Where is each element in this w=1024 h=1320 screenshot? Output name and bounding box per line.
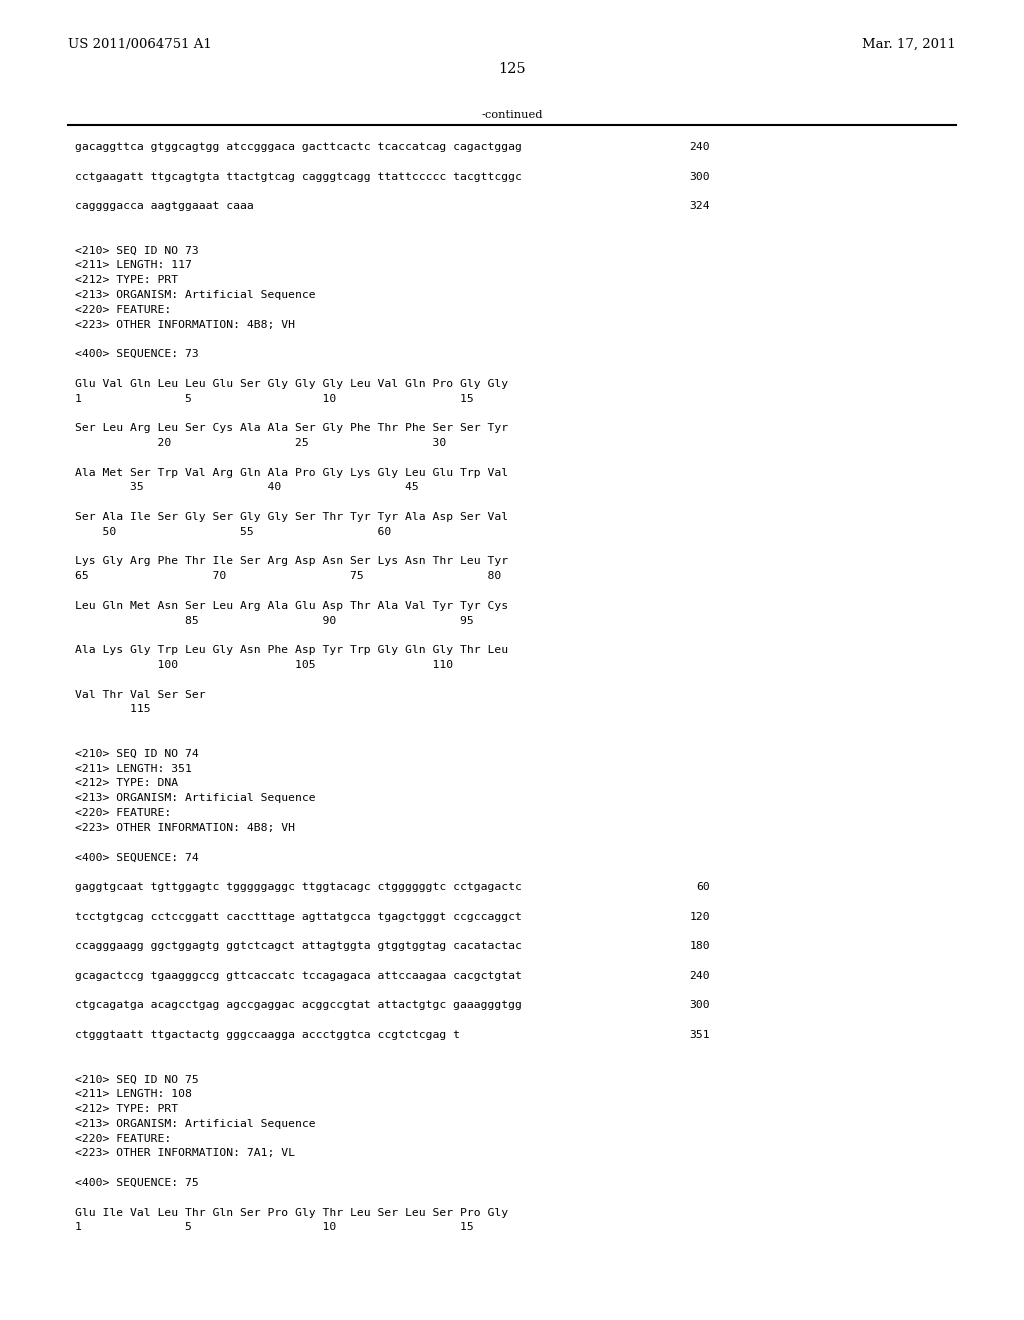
Text: <211> LENGTH: 117: <211> LENGTH: 117 [75,260,191,271]
Text: Glu Val Gln Leu Leu Glu Ser Gly Gly Gly Leu Val Gln Pro Gly Gly: Glu Val Gln Leu Leu Glu Ser Gly Gly Gly … [75,379,508,389]
Text: Glu Ile Val Leu Thr Gln Ser Pro Gly Thr Leu Ser Leu Ser Pro Gly: Glu Ile Val Leu Thr Gln Ser Pro Gly Thr … [75,1208,508,1217]
Text: <220> FEATURE:: <220> FEATURE: [75,305,171,314]
Text: 180: 180 [689,941,710,952]
Text: caggggacca aagtggaaat caaa: caggggacca aagtggaaat caaa [75,201,254,211]
Text: 65                  70                  75                  80: 65 70 75 80 [75,572,502,581]
Text: <400> SEQUENCE: 74: <400> SEQUENCE: 74 [75,853,199,862]
Text: US 2011/0064751 A1: US 2011/0064751 A1 [68,38,212,51]
Text: 120: 120 [689,912,710,921]
Text: ccagggaagg ggctggagtg ggtctcagct attagtggta gtggtggtag cacatactac: ccagggaagg ggctggagtg ggtctcagct attagtg… [75,941,522,952]
Text: ctgggtaatt ttgactactg gggccaagga accctggtca ccgtctcgag t: ctgggtaatt ttgactactg gggccaagga accctgg… [75,1030,460,1040]
Text: 125: 125 [499,62,525,77]
Text: <210> SEQ ID NO 73: <210> SEQ ID NO 73 [75,246,199,256]
Text: Lys Gly Arg Phe Thr Ile Ser Arg Asp Asn Ser Lys Asn Thr Leu Tyr: Lys Gly Arg Phe Thr Ile Ser Arg Asp Asn … [75,557,508,566]
Text: 60: 60 [696,882,710,892]
Text: <220> FEATURE:: <220> FEATURE: [75,1134,171,1143]
Text: ctgcagatga acagcctgag agccgaggac acggccgtat attactgtgc gaaagggtgg: ctgcagatga acagcctgag agccgaggac acggccg… [75,1001,522,1010]
Text: Ser Leu Arg Leu Ser Cys Ala Ala Ser Gly Phe Thr Phe Ser Ser Tyr: Ser Leu Arg Leu Ser Cys Ala Ala Ser Gly … [75,424,508,433]
Text: Ser Ala Ile Ser Gly Ser Gly Gly Ser Thr Tyr Tyr Ala Asp Ser Val: Ser Ala Ile Ser Gly Ser Gly Gly Ser Thr … [75,512,508,521]
Text: 240: 240 [689,143,710,152]
Text: <211> LENGTH: 351: <211> LENGTH: 351 [75,763,191,774]
Text: 20                  25                  30: 20 25 30 [75,438,446,447]
Text: <223> OTHER INFORMATION: 7A1; VL: <223> OTHER INFORMATION: 7A1; VL [75,1148,295,1159]
Text: cctgaagatt ttgcagtgta ttactgtcag cagggtcagg ttattccccc tacgttcggc: cctgaagatt ttgcagtgta ttactgtcag cagggtc… [75,172,522,182]
Text: 300: 300 [689,172,710,182]
Text: 35                  40                  45: 35 40 45 [75,482,419,492]
Text: 1               5                   10                  15: 1 5 10 15 [75,393,474,404]
Text: Mar. 17, 2011: Mar. 17, 2011 [862,38,956,51]
Text: 115: 115 [75,705,151,714]
Text: 100                 105                 110: 100 105 110 [75,660,454,671]
Text: <223> OTHER INFORMATION: 4B8; VH: <223> OTHER INFORMATION: 4B8; VH [75,319,295,330]
Text: Ala Lys Gly Trp Leu Gly Asn Phe Asp Tyr Trp Gly Gln Gly Thr Leu: Ala Lys Gly Trp Leu Gly Asn Phe Asp Tyr … [75,645,508,655]
Text: 324: 324 [689,201,710,211]
Text: gcagactccg tgaagggccg gttcaccatc tccagagaca attccaagaa cacgctgtat: gcagactccg tgaagggccg gttcaccatc tccagag… [75,970,522,981]
Text: <223> OTHER INFORMATION: 4B8; VH: <223> OTHER INFORMATION: 4B8; VH [75,822,295,833]
Text: <400> SEQUENCE: 73: <400> SEQUENCE: 73 [75,350,199,359]
Text: <213> ORGANISM: Artificial Sequence: <213> ORGANISM: Artificial Sequence [75,793,315,803]
Text: 85                  90                  95: 85 90 95 [75,615,474,626]
Text: <400> SEQUENCE: 75: <400> SEQUENCE: 75 [75,1177,199,1188]
Text: 240: 240 [689,970,710,981]
Text: Leu Gln Met Asn Ser Leu Arg Ala Glu Asp Thr Ala Val Tyr Tyr Cys: Leu Gln Met Asn Ser Leu Arg Ala Glu Asp … [75,601,508,611]
Text: <210> SEQ ID NO 75: <210> SEQ ID NO 75 [75,1074,199,1085]
Text: Ala Met Ser Trp Val Arg Gln Ala Pro Gly Lys Gly Leu Glu Trp Val: Ala Met Ser Trp Val Arg Gln Ala Pro Gly … [75,467,508,478]
Text: -continued: -continued [481,110,543,120]
Text: <213> ORGANISM: Artificial Sequence: <213> ORGANISM: Artificial Sequence [75,1119,315,1129]
Text: 300: 300 [689,1001,710,1010]
Text: <220> FEATURE:: <220> FEATURE: [75,808,171,818]
Text: <212> TYPE: PRT: <212> TYPE: PRT [75,1104,178,1114]
Text: 351: 351 [689,1030,710,1040]
Text: gacaggttca gtggcagtgg atccgggaca gacttcactc tcaccatcag cagactggag: gacaggttca gtggcagtgg atccgggaca gacttca… [75,143,522,152]
Text: <212> TYPE: PRT: <212> TYPE: PRT [75,275,178,285]
Text: gaggtgcaat tgttggagtc tgggggaggc ttggtacagc ctggggggtc cctgagactc: gaggtgcaat tgttggagtc tgggggaggc ttggtac… [75,882,522,892]
Text: 1               5                   10                  15: 1 5 10 15 [75,1222,474,1233]
Text: tcctgtgcag cctccggatt cacctttage agttatgcca tgagctgggt ccgccaggct: tcctgtgcag cctccggatt cacctttage agttatg… [75,912,522,921]
Text: <213> ORGANISM: Artificial Sequence: <213> ORGANISM: Artificial Sequence [75,290,315,300]
Text: Val Thr Val Ser Ser: Val Thr Val Ser Ser [75,689,206,700]
Text: <211> LENGTH: 108: <211> LENGTH: 108 [75,1089,191,1100]
Text: 50                  55                  60: 50 55 60 [75,527,391,537]
Text: <210> SEQ ID NO 74: <210> SEQ ID NO 74 [75,748,199,759]
Text: <212> TYPE: DNA: <212> TYPE: DNA [75,779,178,788]
